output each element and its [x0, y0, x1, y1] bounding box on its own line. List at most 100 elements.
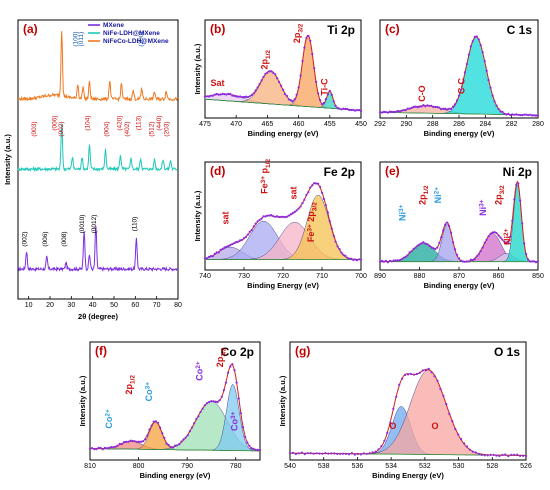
data-point	[346, 107, 349, 111]
annotation-part: Sat	[210, 78, 224, 88]
data-point	[235, 381, 238, 384]
data-point	[270, 70, 273, 73]
data-point	[368, 452, 371, 455]
annotation-part: 1/2	[423, 185, 430, 194]
data-point	[254, 89, 257, 92]
panel-label: (b)	[210, 22, 225, 36]
data-point	[313, 182, 316, 185]
data-point	[386, 431, 389, 435]
data-point	[345, 452, 348, 455]
data-point	[326, 93, 329, 96]
data-point	[144, 438, 147, 441]
data-point	[427, 367, 430, 370]
peak-annotation: Ti-C	[319, 78, 329, 96]
data-point	[382, 260, 385, 263]
data-point	[306, 452, 309, 455]
data-point	[467, 260, 470, 263]
peak-index-label: (200)	[138, 31, 145, 46]
data-point	[460, 437, 463, 441]
data-point	[344, 254, 347, 257]
data-point	[242, 237, 246, 240]
peak-annotation: Sat	[210, 78, 224, 88]
data-point	[334, 240, 337, 243]
data-point	[311, 184, 314, 187]
data-point	[215, 92, 218, 96]
data-point	[127, 440, 130, 443]
data-point	[340, 108, 343, 111]
data-point	[497, 107, 500, 111]
data-point	[415, 372, 418, 376]
data-point	[305, 36, 308, 40]
data-point	[457, 257, 461, 260]
data-point	[97, 446, 100, 449]
peak-index-label: (512)	[148, 121, 155, 136]
data-point	[465, 260, 468, 263]
data-point	[452, 241, 455, 244]
x-tick-label: 870	[453, 273, 465, 280]
data-point	[389, 421, 392, 424]
data-point	[388, 110, 391, 113]
data-point	[469, 258, 472, 261]
data-point	[336, 452, 339, 455]
peak-index-label: (100)	[73, 31, 80, 46]
data-point	[463, 442, 466, 445]
panel-e: 890 880 870 860 850 Binding energy (eV) (e) Ni …	[374, 161, 544, 290]
data-point	[489, 86, 492, 89]
data-point	[213, 93, 216, 96]
data-point	[452, 105, 455, 108]
data-point	[467, 53, 470, 56]
annotation-part: 1/2	[265, 50, 272, 59]
data-point	[507, 112, 510, 115]
data-point	[217, 93, 220, 96]
data-point	[101, 448, 104, 451]
data-point	[231, 363, 234, 366]
data-point	[244, 435, 247, 438]
data-point	[350, 452, 353, 455]
data-point	[303, 453, 306, 456]
data-point	[477, 452, 480, 455]
peak-annotation: 2p1/2	[259, 50, 272, 70]
annotation-part: 3/2	[221, 347, 228, 356]
data-point	[223, 246, 226, 249]
data-point	[402, 256, 405, 259]
data-point	[534, 114, 538, 117]
annotation-part: 3+	[478, 199, 485, 207]
panel-label: (c)	[385, 22, 400, 36]
data-point	[165, 442, 168, 445]
data-point	[536, 114, 540, 117]
x-tick-label: 40	[89, 302, 97, 309]
x-tick-label: 530	[453, 463, 465, 470]
data-point	[529, 113, 532, 116]
x-tick-label: 10	[25, 302, 33, 309]
data-point	[233, 369, 236, 372]
data-point	[499, 110, 502, 113]
data-point	[209, 255, 212, 258]
x-tick-label: 526	[520, 463, 532, 470]
data-point	[495, 232, 498, 235]
data-point	[135, 440, 138, 443]
data-point	[356, 259, 359, 262]
series-line-1	[17, 123, 179, 173]
data-point	[406, 107, 409, 110]
data-point	[319, 99, 322, 102]
data-point	[338, 248, 341, 251]
annotation-part: 2+	[104, 409, 111, 417]
annotation-part: O	[389, 421, 396, 431]
data-point	[486, 454, 489, 457]
data-point	[354, 109, 357, 112]
peak-annotation: 2p3/2	[215, 347, 228, 367]
data-point	[241, 238, 244, 241]
data-point	[326, 211, 329, 214]
data-point	[495, 454, 498, 457]
peak-annotation: Fe3+ 2p3/2	[306, 202, 319, 242]
data-point	[394, 259, 397, 262]
data-point	[235, 240, 238, 244]
data-point	[450, 107, 453, 111]
data-point	[182, 438, 185, 441]
data-point	[262, 75, 265, 78]
data-point	[418, 371, 421, 374]
data-point	[454, 427, 457, 431]
data-point	[91, 447, 94, 450]
data-point	[276, 215, 279, 218]
data-point	[412, 373, 415, 376]
